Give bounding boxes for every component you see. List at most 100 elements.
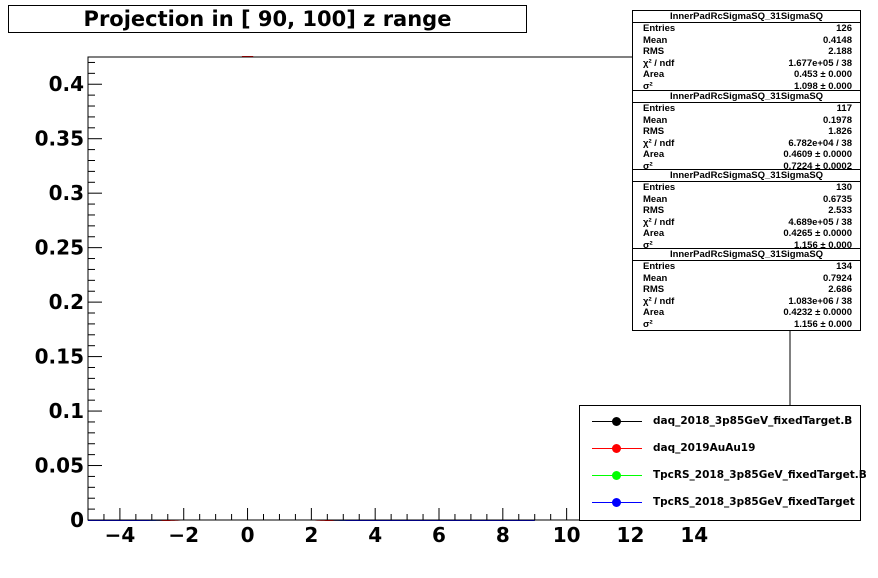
stat-row-area: Area 0.4609 ± 0.0000 [633, 149, 860, 161]
stat-value: 1.826 [828, 126, 852, 137]
stat-value: 1.083e+06 / 38 [788, 295, 852, 307]
stat-value: 0.4232 ± 0.0000 [783, 307, 852, 318]
legend-label: TpcRS_2018_3p85GeV_fixedTarget.B [653, 469, 867, 481]
stat-value: 0.4265 ± 0.0000 [783, 228, 852, 239]
stat-label: RMS [643, 46, 665, 57]
legend: daq_2018_3p85GeV_fixedTarget.B daq_2019Au… [579, 405, 867, 521]
stat-row-mean: Mean 0.6735 [633, 194, 860, 206]
stat-label: χ² / ndf [643, 57, 675, 69]
stat-box: InnerPadRcSigmaSQ_31SigmaSQ Entries 134 Mea… [632, 248, 861, 331]
y-tick-label: 0.35 [35, 127, 84, 151]
stat-label: Entries [643, 103, 676, 114]
x-tick-label: 2 [304, 523, 318, 547]
stat-value: 130 [836, 182, 852, 193]
stat-label: χ² / ndf [643, 295, 675, 307]
stat-label: RMS [643, 126, 665, 137]
stat-value: 1.156 ± 0.000 [793, 318, 852, 330]
stat-row-mean: Mean 0.4148 [633, 35, 860, 47]
legend-entry: daq_2018_3p85GeV_fixedTarget.B [580, 412, 860, 432]
stat-label: χ² / ndf [643, 216, 675, 228]
stat-label: Entries [643, 261, 676, 272]
y-tick-label: 0.15 [35, 345, 84, 369]
stat-row-area: Area 0.4232 ± 0.0000 [633, 307, 860, 319]
stat-box-name: InnerPadRcSigmaSQ_31SigmaSQ [633, 170, 860, 182]
stat-row-sigma2: σ² 1.156 ± 0.000 [633, 240, 860, 252]
x-tick-label: 8 [496, 523, 510, 547]
stat-value: 2.686 [828, 284, 852, 295]
stat-value: 0.7924 [822, 272, 852, 284]
stat-row-chi2: χ² / ndf 1.677e+05 / 38 [633, 58, 860, 70]
stat-label: RMS [643, 205, 665, 216]
legend-marker [612, 444, 621, 453]
stat-label: Mean [643, 272, 668, 284]
stat-box-name: InnerPadRcSigmaSQ_31SigmaSQ [633, 91, 860, 103]
stat-label: Mean [643, 114, 668, 126]
stat-label: Entries [643, 23, 676, 34]
stat-value: 0.1978 [822, 114, 852, 126]
stat-label: σ² [643, 318, 653, 330]
stat-value: 4.689e+05 / 38 [788, 216, 852, 228]
x-tick-label: 12 [617, 523, 645, 547]
legend-entry: TpcRS_2018_3p85GeV_fixedTarget.B [580, 466, 867, 486]
x-tick-label: 0 [241, 523, 255, 547]
x-tick-label: 10 [553, 523, 581, 547]
stat-row-rms: RMS 2.533 [633, 205, 860, 217]
stat-value: 126 [836, 23, 852, 34]
x-tick-label: 4 [368, 523, 382, 547]
x-tick-label: −2 [168, 523, 199, 547]
stat-row-area: Area 0.453 ± 0.000 [633, 69, 860, 81]
stat-row-rms: RMS 2.686 [633, 284, 860, 296]
y-tick-label: 0.3 [49, 181, 84, 205]
stat-row-chi2: χ² / ndf 1.083e+06 / 38 [633, 296, 860, 308]
stat-row-sigma2: σ² 1.156 ± 0.000 [633, 319, 860, 331]
stat-row-area: Area 0.4265 ± 0.0000 [633, 228, 860, 240]
legend-entry: TpcRS_2018_3p85GeV_fixedTarget [580, 493, 860, 513]
tick-labels: −4 −2 0 2 4 6 8 10 12 14 0 0.05 0.1 0.15 0.2 0.25 0.3 0.3… [35, 72, 709, 547]
legend-label: daq_2019AuAu19 [653, 442, 756, 454]
x-tick-label: 6 [432, 523, 446, 547]
stat-label: σ² [643, 160, 653, 172]
y-tick-label: 0.05 [35, 454, 84, 478]
stat-value: 134 [836, 261, 852, 272]
stat-label: Area [643, 69, 665, 80]
stat-row-entries: Entries 117 [633, 103, 860, 115]
stat-value: 0.7224 ± 0.0002 [783, 160, 852, 172]
stat-label: Area [643, 307, 665, 318]
stat-row-rms: RMS 2.188 [633, 46, 860, 58]
stat-row-entries: Entries 126 [633, 23, 860, 35]
stat-row-sigma2: σ² 1.098 ± 0.000 [633, 81, 860, 93]
stat-value: 2.533 [828, 205, 852, 216]
stat-value: 0.4609 ± 0.0000 [783, 149, 852, 160]
legend-marker [612, 471, 621, 480]
stat-value: 1.156 ± 0.000 [793, 239, 852, 251]
x-tick-label: 14 [680, 523, 708, 547]
x-tick-label: −4 [105, 523, 136, 547]
legend-label: daq_2018_3p85GeV_fixedTarget.B [653, 415, 853, 427]
stat-box-name: InnerPadRcSigmaSQ_31SigmaSQ [633, 249, 860, 261]
stat-value: 0.4148 [822, 34, 852, 46]
stat-label: Mean [643, 193, 668, 205]
stat-value: 2.188 [828, 46, 852, 57]
stat-row-mean: Mean 0.7924 [633, 273, 860, 285]
stat-box-name: InnerPadRcSigmaSQ_31SigmaSQ [633, 11, 860, 23]
stat-box: InnerPadRcSigmaSQ_31SigmaSQ Entries 126 Mea… [632, 10, 861, 93]
legend-label: TpcRS_2018_3p85GeV_fixedTarget [653, 496, 855, 508]
y-tick-label: 0.4 [49, 72, 84, 96]
stat-label: Mean [643, 34, 668, 46]
stat-row-sigma2: σ² 0.7224 ± 0.0002 [633, 161, 860, 173]
legend-marker [612, 498, 621, 507]
stat-value: 1.098 ± 0.000 [793, 80, 852, 92]
y-tick-label: 0.2 [49, 290, 84, 314]
stat-label: RMS [643, 284, 665, 295]
stat-value: 6.782e+04 / 38 [788, 137, 852, 149]
legend-marker [612, 417, 621, 426]
chart-title: Projection in [ 90, 100] z range [8, 5, 527, 33]
stat-label: Area [643, 149, 665, 160]
legend-entry: daq_2019AuAu19 [580, 439, 860, 459]
stat-label: Area [643, 228, 665, 239]
y-tick-label: 0.1 [49, 399, 84, 423]
stat-box: InnerPadRcSigmaSQ_31SigmaSQ Entries 117 Mea… [632, 90, 861, 173]
stat-row-mean: Mean 0.1978 [633, 115, 860, 127]
stat-label: σ² [643, 80, 653, 92]
stat-row-chi2: χ² / ndf 4.689e+05 / 38 [633, 217, 860, 229]
